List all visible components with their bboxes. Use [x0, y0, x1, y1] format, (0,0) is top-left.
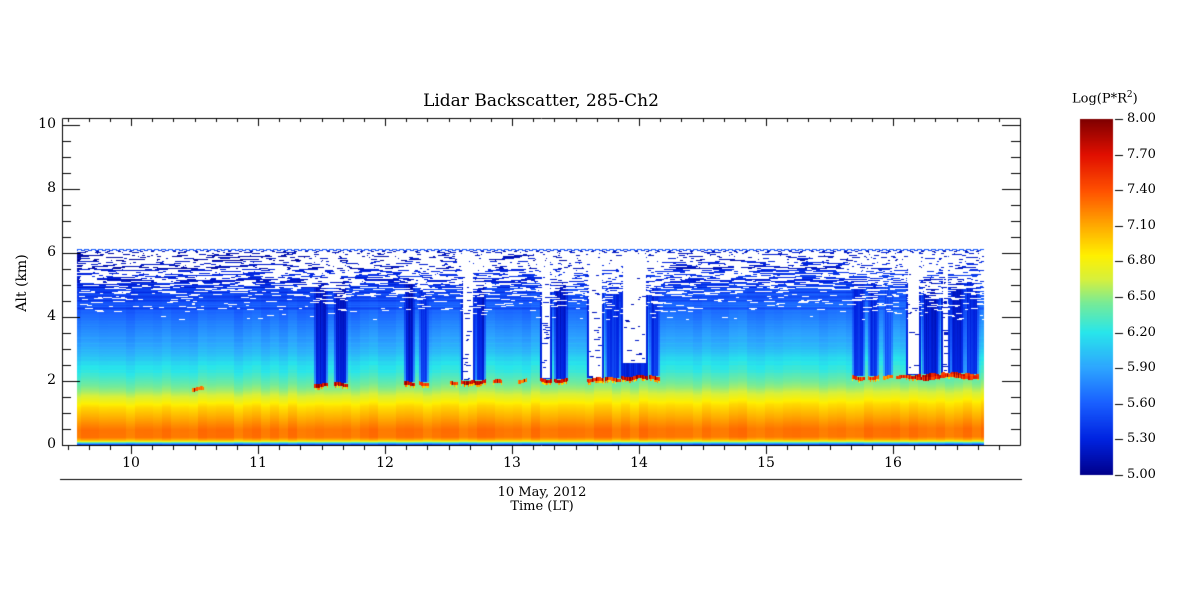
colorbar-tick-label: 6.50 — [1127, 289, 1156, 304]
y-axis-tick-label: 4 — [47, 308, 56, 324]
colorbar-tick-label: 5.00 — [1127, 467, 1156, 482]
colorbar-title-suffix: ) — [1132, 91, 1138, 107]
x-axis-tick-label: 16 — [884, 455, 902, 471]
x-axis-tick-label: 11 — [249, 455, 267, 471]
x-axis-tick-label: 13 — [503, 455, 521, 471]
colorbar-tick-label: 7.10 — [1127, 217, 1156, 233]
colorbar-tick-label: 7.40 — [1127, 182, 1156, 198]
colorbar-tick-label: 6.80 — [1127, 253, 1156, 269]
colorbar-tick-label: 5.30 — [1127, 431, 1156, 447]
y-axis-tick-label: 6 — [47, 244, 56, 260]
colorbar-tick-label: 8.00 — [1127, 111, 1156, 126]
x-axis-tick-label: 10 — [122, 455, 140, 471]
x-axis-tick-label: 12 — [376, 455, 394, 471]
x-axis-tick-label: 14 — [630, 455, 648, 471]
y-axis-tick-label: 2 — [47, 372, 56, 388]
colorbar-tick-label: 5.90 — [1127, 360, 1156, 376]
x-axis-label: Time (LT) — [510, 499, 574, 514]
colorbar-title-prefix: Log(P*R — [1072, 91, 1127, 107]
y-axis-tick-label: 0 — [47, 436, 56, 452]
colorbar-tick-label: 5.60 — [1127, 395, 1156, 411]
colorbar-title-superscript: 2 — [1126, 90, 1133, 100]
plot-title: Lidar Backscatter, 285-Ch2 — [423, 91, 659, 111]
date-label: 10 May, 2012 — [497, 485, 587, 500]
x-axis-tick-label: 15 — [757, 455, 775, 471]
colorbar-tick-label: 7.70 — [1127, 146, 1156, 162]
y-axis-label: Alt (km) — [14, 254, 30, 312]
colorbar-title: Log(P*R2) — [1072, 90, 1138, 106]
y-axis-tick-label: 10 — [38, 116, 56, 132]
colorbar-tick-label: 6.20 — [1127, 324, 1156, 340]
y-axis-tick-label: 8 — [47, 180, 56, 196]
